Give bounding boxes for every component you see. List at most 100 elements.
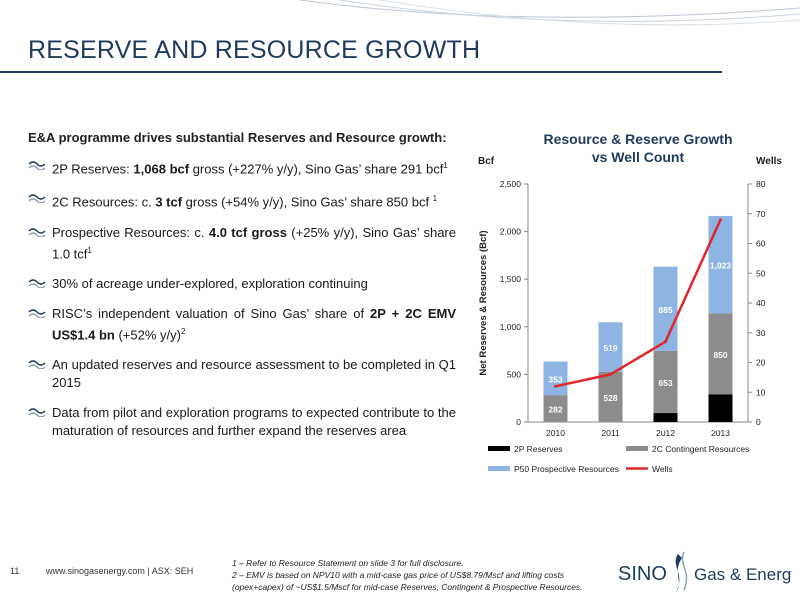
wave-bullet-icon <box>28 309 46 318</box>
bar-segment <box>708 313 733 395</box>
y2-tick-label: 30 <box>756 328 766 338</box>
y2-tick-label: 10 <box>756 387 766 397</box>
bar-segment <box>543 361 568 396</box>
bullet-text-tail: (+25% y/y), Sino Gas’ share 1.0 tcf <box>52 224 456 261</box>
y2-tick-label: 80 <box>756 179 766 189</box>
bullet-item: 2C Resources: c. 3 tcf gross (+54% y/y),… <box>28 190 456 211</box>
y2-tick-label: 60 <box>756 239 766 249</box>
data-label: 94 <box>661 423 671 433</box>
bullet-text: An updated reserves and resource assessm… <box>52 357 456 391</box>
x-tick-label: 2012 <box>656 428 675 438</box>
chart-title: Resource & Reserve Growth <box>543 131 732 147</box>
y2-tick-label: 70 <box>756 209 766 219</box>
chart-title: vs Well Count <box>592 149 685 165</box>
bar-segment <box>598 322 623 372</box>
sino-gas-logo: SINO Gas & Energy <box>618 551 792 592</box>
wells-point <box>554 384 557 388</box>
wells-point <box>719 218 722 222</box>
y2-tick-label: 50 <box>756 268 766 278</box>
legend-swatch <box>626 446 648 451</box>
bullet-text: RISC’s independent valuation of Sino Gas… <box>52 305 371 321</box>
bar-segment <box>653 413 678 422</box>
y-tick-label: 0 <box>516 417 521 427</box>
bullet-item: RISC’s independent valuation of Sino Gas… <box>28 305 456 344</box>
bullet-text-tail: (+52% y/y) <box>114 327 181 343</box>
y2-tick-label: 0 <box>756 417 761 427</box>
footnote-marker: 2 <box>180 326 186 336</box>
y-tick-label: 2,500 <box>500 179 522 189</box>
footnote-marker: 1 <box>87 245 92 255</box>
wave-bullet-icon <box>28 228 46 237</box>
legend-label: 2C Contingent Resources <box>652 444 749 454</box>
wells-line <box>555 219 722 388</box>
data-label: 1,023 <box>710 261 732 271</box>
wave-bullet-icon <box>28 279 46 288</box>
bar-segment <box>543 395 568 422</box>
right-axis-unit: Wells <box>756 156 782 167</box>
bar-segment <box>598 371 623 422</box>
footer-url: www.sinogasenergy.com | ASX: SEH <box>46 566 194 576</box>
bullet-text: Prospective Resources: c. <box>52 224 209 240</box>
bullet-highlight: 3 tcf <box>155 194 183 210</box>
wells-point <box>664 340 667 344</box>
bullet-item: 30% of acreage under-explored, explorati… <box>28 275 456 293</box>
bar-segment <box>708 394 733 422</box>
logo-word-gas-energy: Gas & Energy <box>694 565 792 584</box>
bullet-text: 2C Resources: c. <box>52 194 156 210</box>
y-tick-label: 1,000 <box>500 322 522 332</box>
data-label: 653 <box>658 378 672 388</box>
footnote-2: 2 – EMV is based on NPV10 with a mid-cas… <box>232 570 583 592</box>
legend-label: 2P Reserves <box>514 444 563 454</box>
bar-segment <box>653 350 678 414</box>
page-number: 11 <box>10 566 20 576</box>
bullet-highlight: 1,068 bcf <box>133 161 190 177</box>
y-tick-label: 500 <box>507 369 521 379</box>
wells-point <box>609 372 612 376</box>
intro-heading: E&A programme drives substantial Reserve… <box>28 130 447 145</box>
legend-label: P50 Prospective Resources <box>514 464 619 474</box>
left-axis-unit: Bcf <box>478 156 495 167</box>
data-label: 528 <box>603 393 617 403</box>
data-label: 519 <box>603 343 617 353</box>
y-tick-label: 2,000 <box>500 227 522 237</box>
y2-tick-label: 40 <box>756 298 766 308</box>
legend-swatch <box>488 466 510 471</box>
bullet-list: 2P Reserves: 1,068 bcf gross (+227% y/y)… <box>28 157 456 440</box>
y-tick-label: 1,500 <box>500 274 522 284</box>
bar-segment <box>653 266 678 351</box>
logo-flame-icon <box>675 554 682 592</box>
bullet-text-tail: gross (+227% y/y), Sino Gas’ share 291 b… <box>189 161 444 177</box>
page-title: RESERVE AND RESOURCE GROWTH <box>28 36 481 64</box>
data-label: 885 <box>658 305 672 315</box>
bullet-text: Data from pilot and exploration programs… <box>52 405 456 439</box>
data-label: 353 <box>548 374 562 384</box>
bullet-item: Data from pilot and exploration programs… <box>28 404 456 440</box>
bullet-text: 2P Reserves: <box>52 161 134 177</box>
title-divider <box>0 71 722 73</box>
bullet-item: 2P Reserves: 1,068 bcf gross (+227% y/y)… <box>28 157 456 178</box>
bar-segment <box>708 215 733 314</box>
bullet-highlight: 4.0 tcf gross <box>208 224 287 240</box>
data-label: 282 <box>548 405 562 415</box>
bullet-item: Prospective Resources: c. 4.0 tcf gross … <box>28 224 456 263</box>
bullet-text-tail: gross (+54% y/y), Sino Gas’ share 850 bc… <box>182 194 433 210</box>
wave-bullet-icon <box>28 161 46 170</box>
resource-growth-chart: Resource & Reserve Growth vs Well Count Bc… <box>468 124 788 484</box>
chart-svg: Resource & Reserve Growth vs Well Count Bc… <box>478 131 782 474</box>
footnote-1: 1 – Refer to Resource Statement on slide… <box>232 558 464 568</box>
x-tick-label: 2010 <box>546 428 565 438</box>
x-tick-label: 2013 <box>711 428 730 438</box>
bullet-text: 30% of acreage under-explored, explorati… <box>52 275 368 291</box>
logo-word-sino: SINO <box>618 563 667 585</box>
legend-label: Wells <box>652 464 673 474</box>
wave-bullet-icon <box>28 194 46 204</box>
wave-bullet-icon <box>28 360 46 370</box>
data-label: 850 <box>713 350 727 360</box>
footnote-marker: 1 <box>443 161 448 170</box>
legend-swatch <box>488 446 510 451</box>
content-column: E&A programme drives substantial Reserve… <box>28 130 456 452</box>
footnote-marker: 1 <box>432 194 438 204</box>
footnotes: 1 – Refer to Resource Statement on slide… <box>232 557 602 593</box>
header-wave-decoration <box>299 0 800 26</box>
wave-bullet-icon <box>28 408 46 418</box>
